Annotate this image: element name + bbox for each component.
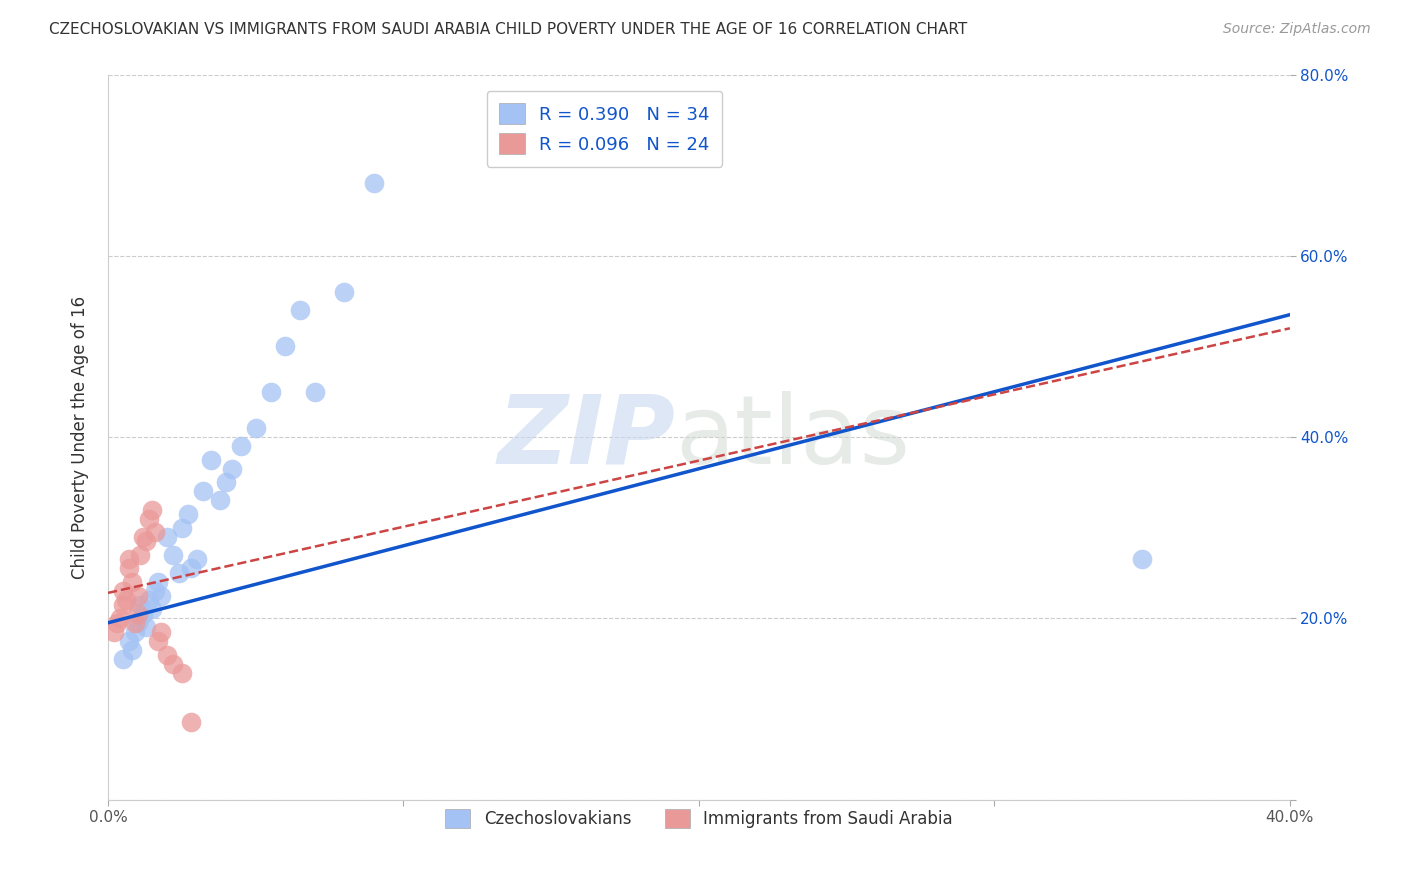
Point — [114, 593, 136, 607]
Point — [118, 561, 141, 575]
Point — [180, 715, 202, 730]
Point — [138, 593, 160, 607]
Point — [135, 534, 157, 549]
Legend: Czechoslovakians, Immigrants from Saudi Arabia: Czechoslovakians, Immigrants from Saudi … — [439, 802, 959, 835]
Y-axis label: Child Poverty Under the Age of 16: Child Poverty Under the Age of 16 — [72, 295, 89, 579]
Point — [129, 598, 152, 612]
Point — [363, 176, 385, 190]
Point — [103, 624, 125, 639]
Point — [191, 484, 214, 499]
Text: CZECHOSLOVAKIAN VS IMMIGRANTS FROM SAUDI ARABIA CHILD POVERTY UNDER THE AGE OF 1: CZECHOSLOVAKIAN VS IMMIGRANTS FROM SAUDI… — [49, 22, 967, 37]
Point — [186, 552, 208, 566]
Point — [215, 475, 238, 490]
Point — [141, 502, 163, 516]
Point — [148, 574, 170, 589]
Point — [1130, 552, 1153, 566]
Point — [221, 461, 243, 475]
Point — [209, 493, 232, 508]
Point — [138, 511, 160, 525]
Point — [304, 384, 326, 399]
Text: Source: ZipAtlas.com: Source: ZipAtlas.com — [1223, 22, 1371, 37]
Point — [333, 285, 356, 299]
Point — [288, 303, 311, 318]
Point — [132, 530, 155, 544]
Point — [156, 648, 179, 662]
Point — [177, 507, 200, 521]
Point — [141, 602, 163, 616]
Point — [148, 634, 170, 648]
Point — [111, 584, 134, 599]
Point — [135, 620, 157, 634]
Text: atlas: atlas — [675, 391, 911, 483]
Point — [180, 561, 202, 575]
Point — [127, 607, 149, 621]
Point — [259, 384, 281, 399]
Point — [108, 611, 131, 625]
Point — [200, 452, 222, 467]
Point — [129, 548, 152, 562]
Point — [170, 665, 193, 680]
Point — [162, 657, 184, 671]
Point — [150, 589, 173, 603]
Point — [143, 525, 166, 540]
Point — [124, 615, 146, 630]
Text: ZIP: ZIP — [498, 391, 675, 483]
Point — [127, 615, 149, 630]
Point — [121, 574, 143, 589]
Point — [111, 598, 134, 612]
Point — [111, 652, 134, 666]
Point — [156, 530, 179, 544]
Point — [150, 624, 173, 639]
Point — [132, 607, 155, 621]
Point — [162, 548, 184, 562]
Point — [118, 634, 141, 648]
Point — [245, 421, 267, 435]
Point — [105, 615, 128, 630]
Point — [229, 439, 252, 453]
Point — [170, 521, 193, 535]
Point — [124, 624, 146, 639]
Point — [143, 584, 166, 599]
Point — [118, 552, 141, 566]
Point — [121, 643, 143, 657]
Point — [167, 566, 190, 580]
Point — [127, 589, 149, 603]
Point — [274, 339, 297, 353]
